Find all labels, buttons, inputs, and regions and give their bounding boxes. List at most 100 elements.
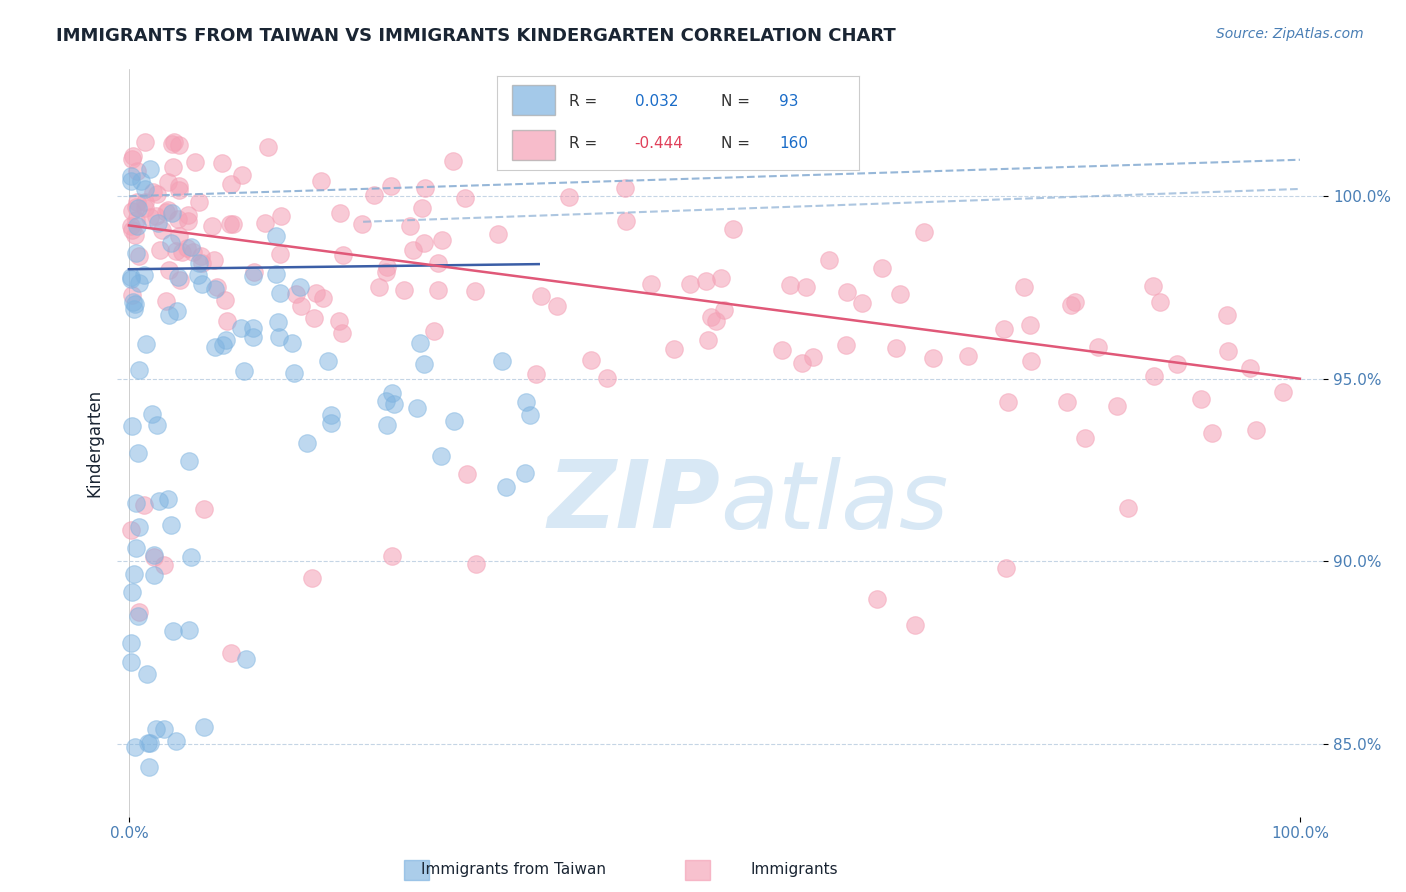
Point bbox=[167, 184, 190, 198]
Point bbox=[134, 135, 156, 149]
Point bbox=[1056, 394, 1078, 409]
Point bbox=[491, 354, 513, 368]
Point bbox=[120, 219, 142, 233]
Point bbox=[153, 558, 176, 572]
Point bbox=[166, 304, 188, 318]
Point bbox=[167, 212, 190, 227]
Point bbox=[162, 624, 184, 639]
Point bbox=[454, 191, 477, 205]
Point bbox=[801, 350, 824, 364]
Point bbox=[1107, 399, 1129, 413]
Point bbox=[124, 227, 146, 242]
Point bbox=[157, 263, 180, 277]
Point bbox=[1012, 280, 1035, 294]
Point bbox=[229, 321, 252, 335]
Point bbox=[723, 221, 745, 235]
Point bbox=[368, 280, 391, 294]
Point bbox=[157, 202, 180, 217]
Point bbox=[120, 524, 142, 538]
Text: Immigrants: Immigrants bbox=[751, 863, 838, 877]
Point bbox=[1201, 425, 1223, 440]
Point bbox=[904, 618, 927, 632]
Point bbox=[143, 548, 166, 562]
Point bbox=[352, 217, 374, 231]
Point bbox=[150, 223, 173, 237]
Text: Source: ZipAtlas.com: Source: ZipAtlas.com bbox=[1216, 27, 1364, 41]
Point bbox=[301, 571, 323, 585]
Point bbox=[149, 243, 172, 257]
Point bbox=[139, 736, 162, 750]
Point bbox=[139, 161, 162, 176]
Point bbox=[329, 206, 352, 220]
Point bbox=[160, 517, 183, 532]
Point bbox=[157, 492, 180, 507]
Point bbox=[546, 299, 568, 313]
Point bbox=[405, 401, 427, 415]
Point bbox=[695, 274, 717, 288]
Point bbox=[212, 338, 235, 352]
Point bbox=[177, 214, 200, 228]
Point bbox=[165, 733, 187, 747]
Point bbox=[127, 609, 149, 624]
Point bbox=[190, 256, 212, 270]
Point bbox=[157, 308, 180, 322]
Point bbox=[779, 278, 801, 293]
Point bbox=[121, 204, 143, 219]
Point bbox=[242, 321, 264, 335]
Point bbox=[302, 311, 325, 326]
Point bbox=[696, 333, 718, 347]
Point bbox=[170, 244, 193, 259]
Point bbox=[141, 185, 163, 199]
Point bbox=[441, 153, 464, 168]
Point bbox=[193, 720, 215, 734]
Point bbox=[398, 219, 420, 233]
Point bbox=[204, 282, 226, 296]
Point bbox=[146, 216, 169, 230]
Point bbox=[700, 310, 723, 325]
Point bbox=[135, 337, 157, 351]
Point bbox=[121, 152, 143, 166]
Point bbox=[232, 363, 254, 377]
Point bbox=[267, 330, 290, 344]
Point bbox=[217, 314, 239, 328]
Point bbox=[281, 336, 304, 351]
Point bbox=[1116, 500, 1139, 515]
Point bbox=[204, 340, 226, 354]
Point bbox=[160, 136, 183, 151]
Point bbox=[456, 467, 478, 481]
Point bbox=[1216, 344, 1239, 359]
Point bbox=[851, 296, 873, 310]
Point bbox=[557, 190, 579, 204]
Point bbox=[128, 249, 150, 263]
Point bbox=[120, 655, 142, 669]
Point bbox=[169, 178, 191, 193]
Point bbox=[290, 299, 312, 313]
Point bbox=[288, 280, 311, 294]
Point bbox=[188, 194, 211, 209]
Point bbox=[120, 270, 142, 285]
Point bbox=[121, 418, 143, 433]
Point bbox=[180, 549, 202, 564]
Point bbox=[995, 561, 1018, 575]
Point bbox=[706, 314, 728, 328]
Point bbox=[143, 568, 166, 582]
Point bbox=[519, 408, 541, 422]
Point bbox=[145, 417, 167, 432]
Point bbox=[122, 302, 145, 317]
Point bbox=[409, 336, 432, 351]
Point bbox=[169, 138, 191, 153]
Point bbox=[794, 279, 817, 293]
Point bbox=[177, 208, 200, 222]
Point bbox=[188, 256, 211, 270]
Point bbox=[264, 267, 287, 281]
Point bbox=[269, 285, 291, 300]
Point bbox=[121, 223, 143, 237]
Point bbox=[443, 413, 465, 427]
Point bbox=[614, 214, 637, 228]
Point bbox=[363, 188, 385, 202]
Point bbox=[127, 219, 149, 234]
Point bbox=[818, 252, 841, 267]
Point bbox=[330, 326, 353, 340]
Point bbox=[312, 291, 335, 305]
Point bbox=[134, 498, 156, 512]
